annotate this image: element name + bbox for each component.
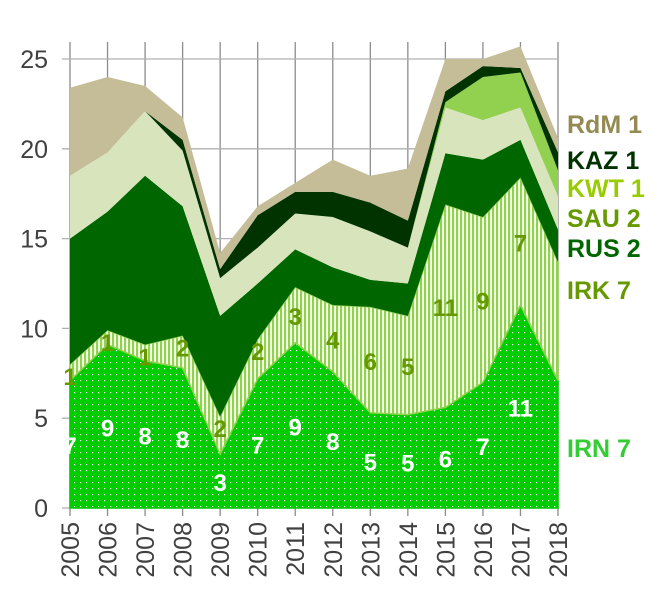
data-label-irk: 3 (289, 304, 302, 331)
data-label-irn: 7 (476, 434, 489, 461)
data-label-irn: 3 (213, 470, 226, 497)
data-label-irk: 4 (326, 327, 340, 354)
y-tick-label: 10 (20, 315, 48, 343)
legend-label-irn: IRN 7 (567, 435, 631, 463)
x-tick-label: 2011 (282, 522, 310, 576)
legend-label-kwt: KWT 1 (567, 175, 645, 203)
data-label-irk: 2 (251, 339, 264, 366)
area-sau (70, 107, 558, 316)
x-tick-label: 2008 (170, 522, 198, 578)
x-tick-label: 2014 (395, 522, 423, 578)
x-tick-label: 2015 (432, 522, 460, 578)
legend-label-rdm: RdM 1 (567, 111, 642, 139)
data-label-irk: 1 (101, 330, 114, 357)
data-label-irk: 2 (176, 335, 189, 362)
data-label-irk: 11 (433, 295, 458, 322)
area-kwt (70, 72, 558, 279)
x-tick-label: 2017 (507, 522, 535, 578)
x-tick-label: 2013 (357, 522, 385, 578)
x-tick-label: 2006 (95, 522, 123, 578)
data-label-irn: 8 (176, 427, 189, 454)
data-label-irn: 9 (289, 414, 302, 441)
data-label-irk: 9 (476, 289, 489, 316)
data-label-irk: 6 (364, 349, 377, 376)
x-tick-label: 2016 (470, 522, 498, 578)
x-tick-label: 2018 (545, 522, 573, 578)
x-tick-label: 2005 (57, 522, 85, 578)
x-tick-label: 2010 (245, 522, 273, 578)
legend-label-irk: IRK 7 (567, 277, 631, 305)
legend-label-kaz: KAZ 1 (567, 147, 639, 175)
data-label-irn: 7 (63, 433, 76, 460)
data-label-irk: 5 (401, 354, 414, 381)
data-label-irn: 9 (101, 415, 114, 442)
data-label-irn: 11 (508, 396, 533, 423)
x-tick-label: 2007 (132, 522, 160, 578)
y-tick-label: 0 (34, 495, 48, 523)
legend-label-sau: SAU 2 (567, 205, 641, 233)
data-label-irk: 1 (63, 364, 76, 391)
data-label-irk: 1 (138, 344, 151, 371)
areas (69, 46, 559, 509)
data-label-irk: 7 (514, 230, 527, 257)
y-tick-label: 15 (20, 226, 48, 254)
data-label-irk: 2 (213, 416, 226, 443)
data-label-irn: 5 (401, 450, 414, 477)
data-label-irn: 8 (326, 429, 339, 456)
y-tick-label: 25 (20, 46, 48, 74)
y-tick-label: 5 (34, 405, 48, 433)
data-label-irn: 7 (251, 432, 264, 459)
legend-label-rus: RUS 2 (567, 235, 641, 263)
x-tick-label: 2012 (320, 522, 348, 578)
data-label-irn: 8 (138, 423, 151, 450)
data-label-irn: 6 (439, 447, 452, 474)
x-tick-label: 2009 (207, 522, 235, 578)
area-rus (70, 139, 558, 417)
area-rdm (70, 46, 558, 270)
y-tick-label: 20 (20, 136, 48, 164)
data-label-irn: 5 (364, 449, 377, 476)
